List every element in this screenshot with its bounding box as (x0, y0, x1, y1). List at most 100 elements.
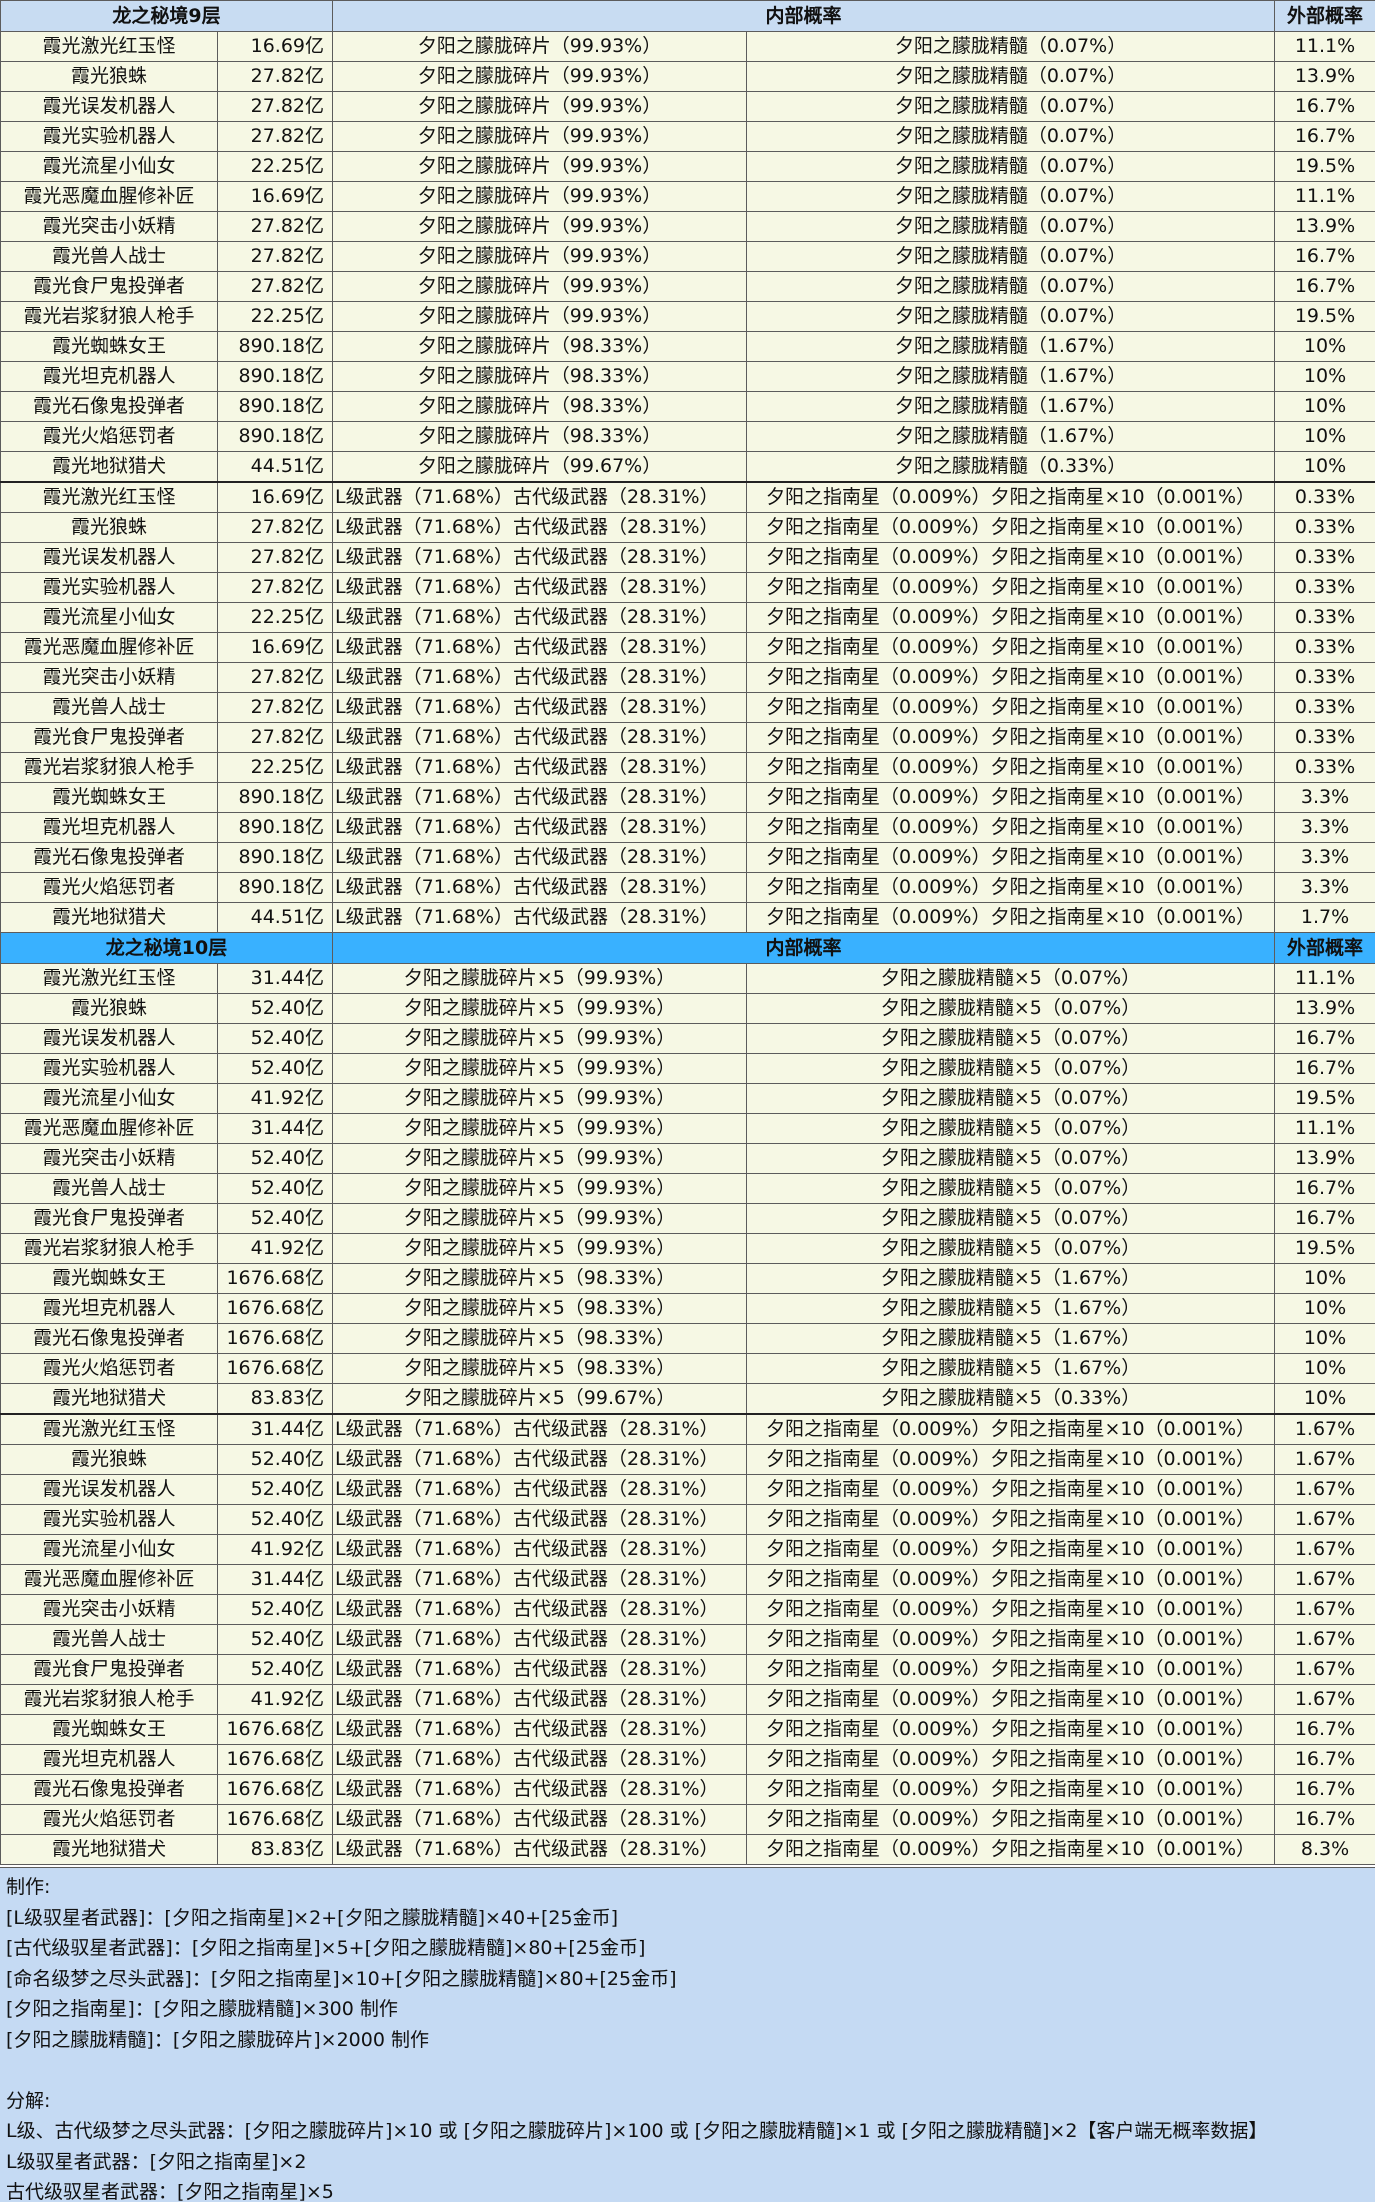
star-drop: 夕阳之指南星（0.009%）夕阳之指南星×10（0.001%） (747, 1835, 1275, 1865)
star-drop: 夕阳之指南星（0.009%）夕阳之指南星×10（0.001%） (747, 573, 1275, 603)
weapon-drop: L级武器（71.68%）古代级武器（28.31%） (333, 633, 747, 663)
outer-probability: 10% (1275, 422, 1375, 452)
outer-probability: 16.7% (1275, 1204, 1375, 1234)
weapon-drop: L级武器（71.68%）古代级武器（28.31%） (333, 573, 747, 603)
star-drop: 夕阳之指南星（0.009%）夕阳之指南星×10（0.001%） (747, 813, 1275, 843)
monster-amount: 1676.68亿 (218, 1715, 333, 1745)
fragment-drop: 夕阳之朦胧碎片（99.93%） (333, 182, 747, 212)
fragment-drop: 夕阳之朦胧碎片（99.93%） (333, 302, 747, 332)
monster-amount: 52.40亿 (218, 1144, 333, 1174)
essence-drop: 夕阳之朦胧精髓×5（0.07%） (747, 1174, 1275, 1204)
monster-name: 霞光地狱猎犬 (1, 903, 218, 933)
monster-name: 霞光流星小仙女 (1, 603, 218, 633)
essence-drop: 夕阳之朦胧精髓（0.07%） (747, 32, 1275, 62)
essence-drop: 夕阳之朦胧精髓×5（0.07%） (747, 1114, 1275, 1144)
monster-name: 霞光地狱猎犬 (1, 452, 218, 483)
star-drop: 夕阳之指南星（0.009%）夕阳之指南星×10（0.001%） (747, 723, 1275, 753)
weapon-drop: L级武器（71.68%）古代级武器（28.31%） (333, 723, 747, 753)
monster-name: 霞光岩浆豺狼人枪手 (1, 753, 218, 783)
outer-probability: 13.9% (1275, 1144, 1375, 1174)
essence-drop: 夕阳之朦胧精髓×5（0.07%） (747, 994, 1275, 1024)
outer-probability: 3.3% (1275, 873, 1375, 903)
monster-name: 霞光石像鬼投弹者 (1, 1775, 218, 1805)
outer-probability: 19.5% (1275, 1084, 1375, 1114)
essence-drop: 夕阳之朦胧精髓（0.07%） (747, 272, 1275, 302)
outer-probability: 16.7% (1275, 92, 1375, 122)
monster-amount: 52.40亿 (218, 1174, 333, 1204)
monster-amount: 52.40亿 (218, 1445, 333, 1475)
note-line: L级驭星者武器：[夕阳之指南星]×2 (6, 2147, 1369, 2178)
monster-name: 霞光兽人战士 (1, 693, 218, 723)
outer-probability: 1.67% (1275, 1625, 1375, 1655)
monster-name: 霞光岩浆豺狼人枪手 (1, 1234, 218, 1264)
star-drop: 夕阳之指南星（0.009%）夕阳之指南星×10（0.001%） (747, 482, 1275, 513)
monster-amount: 52.40亿 (218, 1024, 333, 1054)
star-drop: 夕阳之指南星（0.009%）夕阳之指南星×10（0.001%） (747, 1475, 1275, 1505)
essence-drop: 夕阳之朦胧精髓×5（1.67%） (747, 1324, 1275, 1354)
essence-drop: 夕阳之朦胧精髓×5（0.07%） (747, 1204, 1275, 1234)
monster-name: 霞光狼蛛 (1, 513, 218, 543)
weapon-drop: L级武器（71.68%）古代级武器（28.31%） (333, 663, 747, 693)
monster-amount: 1676.68亿 (218, 1264, 333, 1294)
note-line: [L级驭星者武器]：[夕阳之指南星]×2+[夕阳之朦胧精髓]×40+[25金币] (6, 1903, 1369, 1934)
outer-probability: 10% (1275, 392, 1375, 422)
note-line: 古代级驭星者武器：[夕阳之指南星]×5 (6, 2177, 1369, 2208)
monster-amount: 27.82亿 (218, 272, 333, 302)
fragment-drop: 夕阳之朦胧碎片×5（99.93%） (333, 994, 747, 1024)
outer-probability: 0.33% (1275, 513, 1375, 543)
monster-amount: 52.40亿 (218, 1595, 333, 1625)
monster-name: 霞光激光红玉怪 (1, 32, 218, 62)
monster-amount: 52.40亿 (218, 1475, 333, 1505)
monster-name: 霞光蜘蛛女王 (1, 1715, 218, 1745)
monster-amount: 1676.68亿 (218, 1354, 333, 1384)
outer-probability: 1.67% (1275, 1535, 1375, 1565)
essence-drop: 夕阳之朦胧精髓×5（1.67%） (747, 1264, 1275, 1294)
monster-name: 霞光激光红玉怪 (1, 482, 218, 513)
essence-drop: 夕阳之朦胧精髓（0.07%） (747, 242, 1275, 272)
monster-amount: 1676.68亿 (218, 1324, 333, 1354)
weapon-drop: L级武器（71.68%）古代级武器（28.31%） (333, 843, 747, 873)
monster-name: 霞光激光红玉怪 (1, 964, 218, 994)
monster-name: 霞光误发机器人 (1, 1024, 218, 1054)
monster-amount: 16.69亿 (218, 633, 333, 663)
monster-name: 霞光地狱猎犬 (1, 1835, 218, 1865)
essence-drop: 夕阳之朦胧精髓（0.07%） (747, 182, 1275, 212)
outer-prob-header: 外部概率 (1275, 1, 1375, 32)
monster-amount: 27.82亿 (218, 723, 333, 753)
weapon-drop: L级武器（71.68%）古代级武器（28.31%） (333, 873, 747, 903)
monster-amount: 83.83亿 (218, 1835, 333, 1865)
fragment-drop: 夕阳之朦胧碎片×5（99.93%） (333, 1084, 747, 1114)
monster-amount: 31.44亿 (218, 1114, 333, 1144)
outer-probability: 16.7% (1275, 122, 1375, 152)
monster-name: 霞光兽人战士 (1, 1174, 218, 1204)
monster-name: 霞光食尸鬼投弹者 (1, 723, 218, 753)
monster-name: 霞光食尸鬼投弹者 (1, 1204, 218, 1234)
weapon-drop: L级武器（71.68%）古代级武器（28.31%） (333, 1535, 747, 1565)
star-drop: 夕阳之指南星（0.009%）夕阳之指南星×10（0.001%） (747, 1535, 1275, 1565)
fragment-drop: 夕阳之朦胧碎片（99.93%） (333, 92, 747, 122)
monster-name: 霞光恶魔血腥修补匠 (1, 182, 218, 212)
